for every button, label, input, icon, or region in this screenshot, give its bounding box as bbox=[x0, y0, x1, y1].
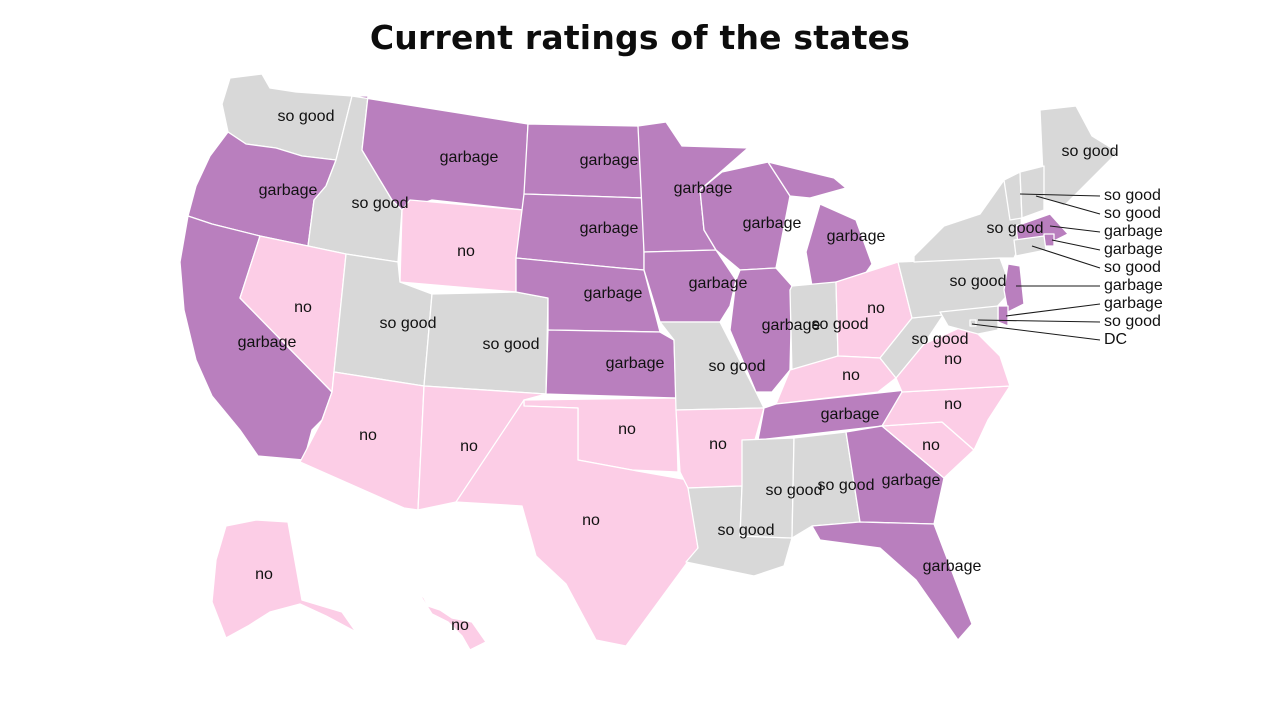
callout-label-dc: DC bbox=[1104, 331, 1127, 348]
state-label-wy: no bbox=[457, 243, 475, 260]
state-label-ga: garbage bbox=[882, 472, 941, 489]
state-label-nc: no bbox=[944, 396, 962, 413]
state-label-hi: no bbox=[451, 617, 469, 634]
callout-label-nj: garbage bbox=[1104, 277, 1163, 294]
state-label-ut: so good bbox=[380, 315, 437, 332]
state-ia bbox=[643, 249, 737, 323]
state-label-ms: so good bbox=[766, 482, 823, 499]
state-ct bbox=[1013, 235, 1047, 257]
state-nh bbox=[1019, 165, 1045, 219]
state-wy bbox=[399, 199, 525, 293]
callout-label-ma: garbage bbox=[1104, 223, 1163, 240]
callout-line-dc bbox=[971, 323, 1101, 341]
state-nj bbox=[1003, 263, 1025, 313]
state-label-in: so good bbox=[812, 316, 869, 333]
state-label-ne: garbage bbox=[584, 285, 643, 302]
state-label-sc: no bbox=[922, 437, 940, 454]
state-ga bbox=[845, 425, 945, 525]
state-label-id: so good bbox=[352, 195, 409, 212]
callout-line-ri bbox=[1051, 239, 1101, 251]
state-il bbox=[729, 267, 793, 393]
state-label-ks: garbage bbox=[606, 355, 665, 372]
state-label-me: so good bbox=[1062, 143, 1119, 160]
state-label-nv: no bbox=[294, 299, 312, 316]
state-fl bbox=[811, 521, 973, 641]
callout-line-vt bbox=[1019, 193, 1101, 197]
state-tx bbox=[455, 399, 699, 647]
state-tn bbox=[757, 389, 907, 441]
state-label-mo: so good bbox=[709, 358, 766, 375]
state-label-va: no bbox=[944, 351, 962, 368]
callout-line-de bbox=[1005, 303, 1101, 317]
state-label-mn: garbage bbox=[674, 180, 733, 197]
state-label-ny: so good bbox=[987, 220, 1044, 237]
callout-label-nh: so good bbox=[1104, 205, 1161, 222]
state-label-wa: so good bbox=[278, 108, 335, 125]
state-label-mi: garbage bbox=[827, 228, 886, 245]
callout-line-md bbox=[977, 319, 1101, 323]
state-label-la: so good bbox=[718, 522, 775, 539]
state-label-ca: garbage bbox=[238, 334, 297, 351]
state-label-ar: no bbox=[709, 436, 727, 453]
state-label-il: garbage bbox=[762, 317, 821, 334]
callout-label-md: so good bbox=[1104, 313, 1161, 330]
state-label-co: so good bbox=[483, 336, 540, 353]
state-md bbox=[939, 305, 999, 335]
state-label-mt: garbage bbox=[440, 149, 499, 166]
state-label-sd: garbage bbox=[580, 220, 639, 237]
state-label-pa: so good bbox=[950, 273, 1007, 290]
state-label-nm: no bbox=[460, 438, 478, 455]
state-label-fl: garbage bbox=[923, 558, 982, 575]
state-hi bbox=[417, 591, 487, 651]
state-label-ok: no bbox=[618, 421, 636, 438]
callout-label-vt: so good bbox=[1104, 187, 1161, 204]
callout-label-ri: garbage bbox=[1104, 241, 1163, 258]
callout-label-ct: so good bbox=[1104, 259, 1161, 276]
state-ms bbox=[739, 437, 795, 539]
callout-line-nh bbox=[1035, 195, 1101, 215]
map-title: Current ratings of the states bbox=[369, 18, 911, 57]
state-ak bbox=[211, 519, 357, 639]
state-label-tn: garbage bbox=[821, 406, 880, 423]
state-label-tx: no bbox=[582, 512, 600, 529]
state-label-az: no bbox=[359, 427, 377, 444]
state-label-or: garbage bbox=[259, 182, 318, 199]
state-label-ia: garbage bbox=[689, 275, 748, 292]
state-label-wi: garbage bbox=[743, 215, 802, 232]
state-wv bbox=[879, 313, 945, 379]
state-dc bbox=[969, 319, 977, 327]
callout-label-de: garbage bbox=[1104, 295, 1163, 312]
callout-line-ct bbox=[1031, 245, 1101, 269]
state-shapes bbox=[179, 73, 1119, 651]
callout-line-ma bbox=[1049, 225, 1101, 233]
state-label-ky: no bbox=[842, 367, 860, 384]
state-label-oh: no bbox=[867, 300, 885, 317]
state-label-nd: garbage bbox=[580, 152, 639, 169]
state-label-ak: no bbox=[255, 566, 273, 583]
state-label-wv: so good bbox=[912, 331, 969, 348]
state-label-al: so good bbox=[818, 477, 875, 494]
